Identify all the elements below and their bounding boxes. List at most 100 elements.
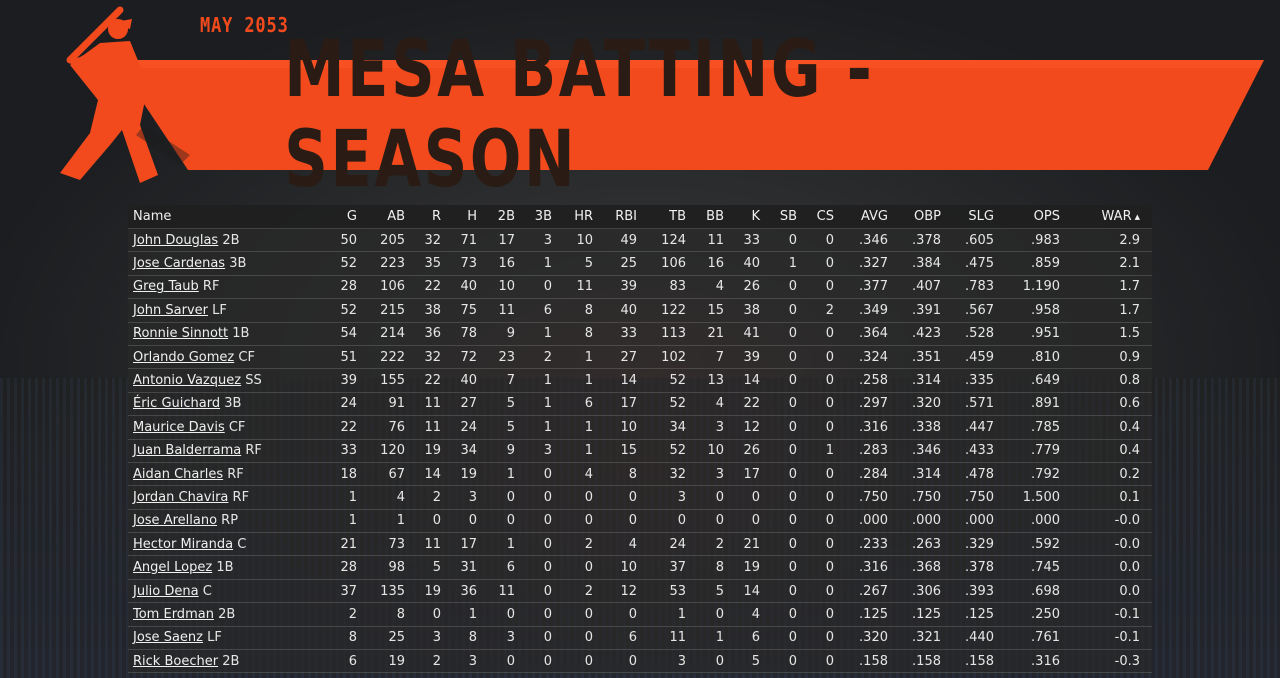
column-header-g[interactable]: G: [318, 205, 357, 229]
stat-cell-bb: 0: [686, 602, 724, 627]
stat-cell-cs: 0: [797, 368, 834, 393]
stat-cell-obp: .384: [888, 251, 941, 276]
table-row: John Sarver LF 52 215 38 75 11 6 8 40 122 15 38 0 2.3…: [128, 298, 1152, 323]
column-header-3b[interactable]: 3B: [515, 205, 552, 229]
stat-cell-2b: 9: [477, 322, 515, 346]
player-cell: Orlando Gomez CF: [128, 345, 318, 370]
player-name-link[interactable]: Aidan Charles: [133, 466, 224, 482]
column-header-label: RBI: [615, 209, 637, 224]
stat-cell-2b: 23: [477, 345, 515, 370]
stat-cell-cs: 0: [797, 532, 834, 557]
column-header-tb[interactable]: TB: [637, 205, 686, 229]
stat-cell-3b: 0: [515, 462, 552, 487]
player-name-link[interactable]: Jordan Chavira: [133, 489, 229, 505]
stat-cell-ops: .958: [994, 298, 1060, 323]
stat-cell-h: 71: [441, 228, 477, 253]
stat-cell-k: 14: [724, 368, 760, 393]
player-name-link[interactable]: Juan Balderrama: [133, 443, 242, 459]
stat-cell-war: 0.0: [1060, 555, 1152, 580]
stat-cell-slg: .125: [941, 602, 994, 627]
stat-cell-g: 28: [318, 555, 357, 580]
column-header-bb[interactable]: BB: [686, 205, 724, 229]
column-header-ab[interactable]: AB: [357, 205, 405, 229]
column-header-h[interactable]: H: [441, 205, 477, 229]
player-name-link[interactable]: John Sarver: [133, 302, 208, 318]
stat-cell-hr: 2: [552, 532, 593, 557]
stat-cell-avg: .324: [834, 345, 888, 370]
stat-cell-rbi: 10: [593, 415, 637, 440]
column-header-name[interactable]: Name: [128, 205, 318, 229]
player-name-link[interactable]: Tom Erdman: [133, 606, 214, 622]
player-name-link[interactable]: Ronnie Sinnott: [133, 326, 229, 342]
column-header-avg[interactable]: AVG: [834, 205, 888, 229]
player-name-link[interactable]: Angel Lopez: [133, 560, 213, 576]
stat-cell-slg: .378: [941, 555, 994, 580]
player-cell: Jose Arellano RP: [128, 509, 318, 534]
batting-stats-table: Name G AB R H 2B 3B HR RBI TB BB K SB CS AVG OBP SLG OPS W…: [128, 205, 1152, 674]
table-header-row: Name G AB R H 2B 3B HR RBI TB BB K SB CS AVG OBP SLG OPS W…: [128, 205, 1152, 229]
player-name-link[interactable]: Éric Guichard: [133, 396, 221, 412]
stat-cell-ab: 135: [357, 579, 405, 604]
stat-cell-avg: .297: [834, 392, 888, 417]
column-header-war[interactable]: WAR ▲: [1060, 205, 1152, 229]
stat-cell-h: 72: [441, 345, 477, 370]
stat-cell-bb: 8: [686, 555, 724, 580]
stat-cell-3b: 3: [515, 228, 552, 253]
stat-cell-ab: 98: [357, 555, 405, 580]
stat-cell-2b: 5: [477, 415, 515, 440]
stat-cell-3b: 3: [515, 439, 552, 463]
column-header-k[interactable]: K: [724, 205, 760, 229]
player-name-link[interactable]: John Douglas: [133, 232, 219, 248]
stat-cell-sb: 0: [760, 322, 797, 346]
column-header-ops[interactable]: OPS: [994, 205, 1060, 229]
player-position: 1B: [232, 326, 250, 342]
stat-cell-avg: .316: [834, 415, 888, 440]
stat-cell-war: -0.0: [1060, 509, 1152, 534]
column-header-r[interactable]: R: [405, 205, 441, 229]
column-header-rbi[interactable]: RBI: [593, 205, 637, 229]
stat-cell-hr: 0: [552, 555, 593, 580]
column-header-obp[interactable]: OBP: [888, 205, 941, 229]
stat-cell-ops: .983: [994, 228, 1060, 253]
player-name-link[interactable]: Hector Miranda: [133, 536, 234, 552]
player-name-link[interactable]: Greg Taub: [133, 279, 199, 295]
column-header-label: TB: [669, 209, 686, 224]
column-header-label: OPS: [1033, 209, 1060, 224]
stat-cell-h: 1: [441, 602, 477, 627]
stat-cell-ab: 106: [357, 275, 405, 300]
stat-cell-tb: 34: [637, 415, 686, 440]
column-header-label: AVG: [860, 209, 888, 224]
stat-cell-2b: 16: [477, 251, 515, 276]
player-name-link[interactable]: Antonio Vazquez: [133, 373, 242, 389]
stat-cell-ab: 19: [357, 649, 405, 674]
column-header-2b[interactable]: 2B: [477, 205, 515, 229]
stat-cell-g: 24: [318, 392, 357, 417]
player-name-link[interactable]: Julio Dena: [133, 583, 199, 599]
table-row: Rick Boecher 2B 6 19 2 3 0 0 0 0 3 0 5 0 0.158.158.15…: [128, 649, 1152, 674]
stat-cell-ab: 76: [357, 415, 405, 440]
player-name-link[interactable]: Maurice Davis: [133, 419, 225, 435]
stat-cell-r: 22: [405, 275, 441, 300]
stat-cell-r: 2: [405, 485, 441, 510]
stat-cell-g: 2: [318, 602, 357, 627]
column-header-cs[interactable]: CS: [797, 205, 834, 229]
column-header-sb[interactable]: SB: [760, 205, 797, 229]
column-header-hr[interactable]: HR: [552, 205, 593, 229]
stat-cell-slg: .475: [941, 251, 994, 276]
stat-cell-r: 0: [405, 509, 441, 534]
stat-cell-war: 2.1: [1060, 251, 1152, 276]
stat-cell-slg: .528: [941, 322, 994, 346]
player-cell: Jose Cardenas 3B: [128, 251, 318, 276]
stat-cell-tb: 1: [637, 602, 686, 627]
player-name-link[interactable]: Jose Cardenas: [133, 256, 226, 272]
stat-cell-slg: .783: [941, 275, 994, 300]
column-header-slg[interactable]: SLG: [941, 205, 994, 229]
player-name-link[interactable]: Rick Boecher: [133, 653, 219, 669]
stat-cell-sb: 0: [760, 602, 797, 627]
player-name-link[interactable]: Jose Arellano: [133, 513, 218, 529]
stat-cell-hr: 5: [552, 251, 593, 276]
player-name-link[interactable]: Orlando Gomez: [133, 349, 235, 365]
player-name-link[interactable]: Jose Saenz: [133, 630, 203, 646]
table-row: Tom Erdman 2B 2 8 0 1 0 0 0 0 1 0 4 0 0.125.125.125.2…: [128, 602, 1152, 627]
stat-cell-ab: 25: [357, 626, 405, 651]
